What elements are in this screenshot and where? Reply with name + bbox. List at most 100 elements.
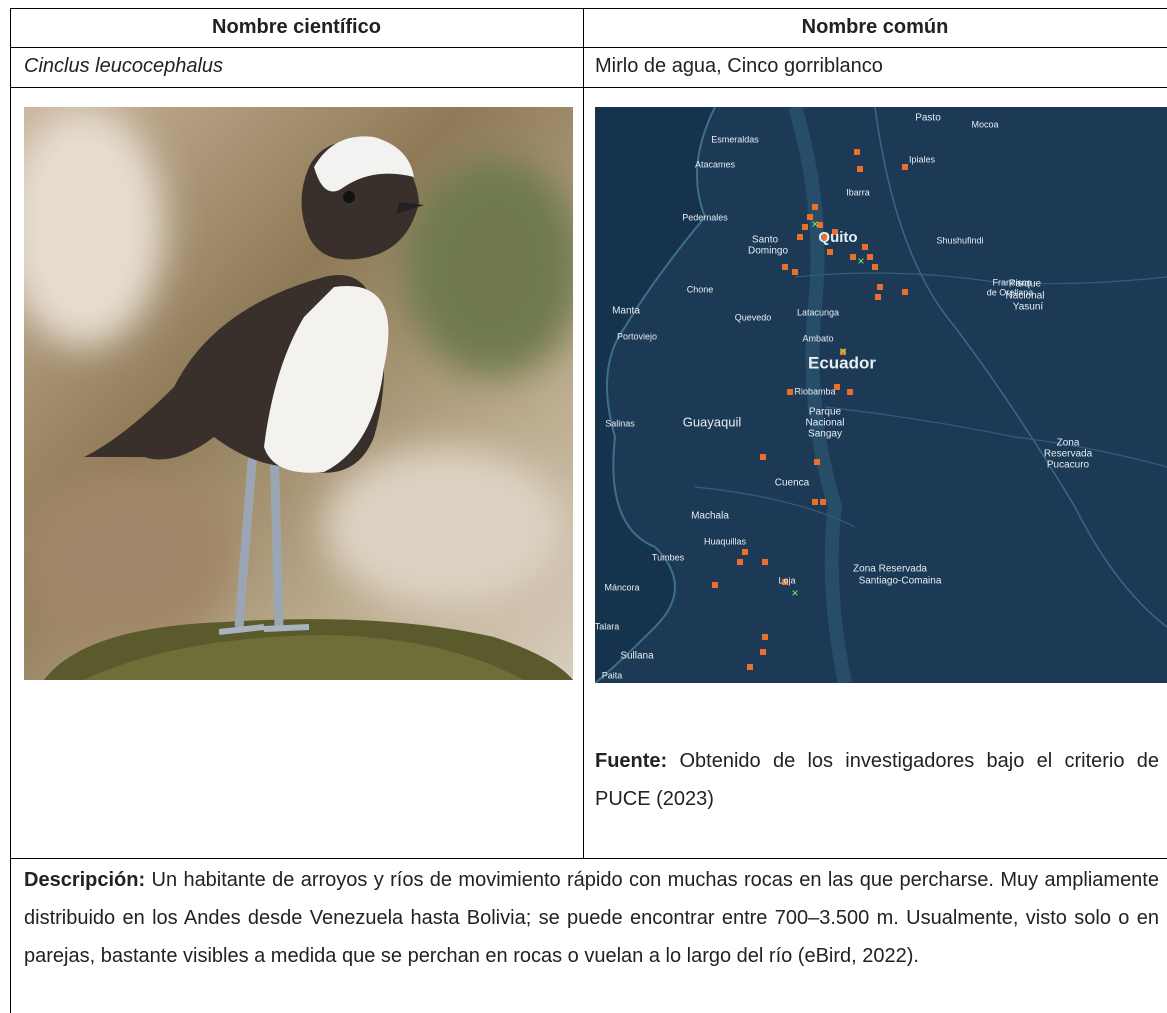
map-label: Nacional: [1006, 291, 1045, 302]
map-label: Guayaquil: [683, 414, 742, 429]
scientific-name: Cinclus leucocephalus: [24, 55, 224, 77]
observation-marker: [760, 649, 766, 655]
observation-marker: [792, 269, 798, 275]
map-label: Riobamba: [794, 386, 835, 396]
map-label: Paita: [602, 670, 623, 680]
map-label: Santiago-Comaina: [859, 576, 942, 587]
observation-marker: [814, 459, 820, 465]
map-label: Manta: [612, 306, 640, 317]
map-label: Reservada: [1044, 449, 1093, 460]
map-label: Chone: [687, 284, 714, 294]
border: [10, 87, 1167, 88]
map-label: Esmeraldas: [711, 134, 759, 144]
observation-marker: [762, 634, 768, 640]
header-cell: Nombre científico: [212, 16, 381, 38]
source-text: Obtenido de los investigadores bajo el c…: [595, 750, 1159, 810]
map-label: Sullana: [620, 651, 654, 662]
observation-marker: [760, 454, 766, 460]
observation-marker: [872, 264, 878, 270]
map-label: Ibarra: [846, 187, 870, 197]
map-label: Talara: [595, 621, 619, 631]
map-label: Pasto: [915, 113, 941, 124]
map-label: Yasuní: [1013, 302, 1044, 313]
map-label: Ipiales: [909, 154, 936, 164]
map-label: Pedernales: [682, 212, 728, 222]
map-label: de Orellana: [987, 287, 1034, 297]
observation-marker: [867, 254, 873, 260]
observation-marker: [782, 264, 788, 270]
description-label: Descripción:: [24, 869, 146, 891]
border: [10, 47, 1167, 48]
map-label: Domingo: [748, 246, 788, 257]
observation-marker: [834, 384, 840, 390]
map-label: Tumbes: [652, 552, 685, 562]
observation-marker: [840, 349, 846, 355]
map-label: Latacunga: [797, 307, 839, 317]
observation-marker: [832, 229, 838, 235]
observation-marker: [877, 284, 883, 290]
common-name: Mirlo de agua, Cinco gorriblanco: [595, 55, 883, 77]
observation-marker: [854, 149, 860, 155]
map-label: Loja: [778, 575, 795, 585]
description-text: Un habitante de arroyos y ríos de movimi…: [24, 869, 1159, 967]
map-label: Parque: [1009, 279, 1042, 290]
observation-marker: [797, 234, 803, 240]
observation-marker: [812, 499, 818, 505]
map-label: Mocoa: [971, 119, 998, 129]
map-label: Portoviejo: [617, 331, 657, 341]
map-label: Nacional: [806, 418, 845, 429]
observation-marker: [812, 204, 818, 210]
description: Descripción: Un habitante de arroyos y r…: [24, 861, 1159, 975]
map-label: Shushufindi: [936, 235, 983, 245]
observation-cross: ×: [811, 217, 818, 231]
observation-cross: ×: [857, 254, 864, 268]
observation-marker: [817, 222, 823, 228]
observation-marker: [875, 294, 881, 300]
map-label: Cuenca: [775, 478, 810, 489]
map-label: Sangay: [808, 429, 842, 440]
observation-cross: ×: [791, 586, 798, 600]
map-label: Zona: [1057, 438, 1080, 449]
observation-marker: [850, 254, 856, 260]
map-label: Quevedo: [735, 312, 772, 322]
map-label: Quito: [818, 229, 857, 246]
distribution-map: × × × × Esmeraldas Atacames Pasto Mocoa Ipiales…: [595, 107, 1167, 683]
observation-marker: [820, 499, 826, 505]
map-label: Ambato: [802, 333, 833, 343]
observation-marker: [827, 249, 833, 255]
observation-marker: [822, 234, 828, 240]
observation-marker: [902, 289, 908, 295]
observation-marker: [847, 389, 853, 395]
map-label: Máncora: [604, 582, 639, 592]
map-label: Pucacuro: [1047, 460, 1090, 471]
border: [10, 8, 1167, 9]
border: [10, 8, 11, 1013]
observation-marker: [712, 582, 718, 588]
observation-marker: [737, 559, 743, 565]
observation-cross: ×: [839, 344, 846, 358]
observation-marker: [747, 664, 753, 670]
border: [10, 858, 1167, 859]
observation-marker: [857, 166, 863, 172]
observation-marker: [862, 244, 868, 250]
map-label: Ecuador: [808, 353, 876, 372]
map-label: Atacames: [695, 159, 736, 169]
map-label: Salinas: [605, 418, 635, 428]
border: [583, 8, 584, 858]
map-label: Santo: [752, 235, 779, 246]
source-label: Fuente:: [595, 750, 668, 772]
header-cell: Nombre común: [801, 16, 949, 38]
observation-marker: [742, 549, 748, 555]
observation-marker: [807, 214, 813, 220]
map-label: Parque: [809, 407, 842, 418]
map-label: Huaquillas: [704, 536, 747, 546]
map-label: Zona Reservada: [853, 564, 927, 575]
observation-marker: [802, 224, 808, 230]
map-label: Francisco: [992, 277, 1031, 287]
source-note: Fuente: Obtenido de los investigadores b…: [595, 742, 1159, 818]
observation-marker: [762, 559, 768, 565]
observation-marker: [902, 164, 908, 170]
observation-marker: [787, 389, 793, 395]
map-label: Machala: [691, 511, 729, 522]
